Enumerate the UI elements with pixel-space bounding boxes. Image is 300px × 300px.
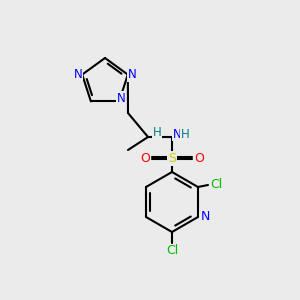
Text: N: N <box>74 68 82 81</box>
Text: H: H <box>153 127 161 140</box>
Text: O: O <box>194 152 204 164</box>
Text: N: N <box>117 92 125 105</box>
Text: Cl: Cl <box>210 178 222 191</box>
Text: H: H <box>181 128 189 140</box>
Text: N: N <box>200 211 210 224</box>
Text: S: S <box>168 152 176 164</box>
Text: N: N <box>128 68 136 81</box>
Text: O: O <box>140 152 150 164</box>
Text: N: N <box>172 128 182 140</box>
Text: Cl: Cl <box>166 244 178 257</box>
